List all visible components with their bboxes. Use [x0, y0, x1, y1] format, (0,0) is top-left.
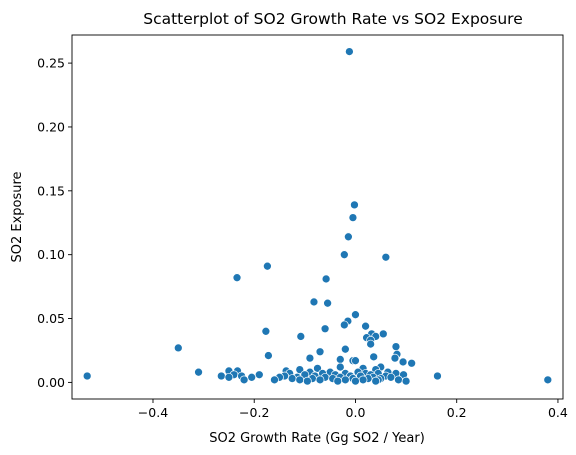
data-point	[323, 298, 332, 308]
data-point	[264, 351, 273, 360]
data-point	[194, 367, 203, 377]
data-point	[224, 372, 234, 382]
chart-title: Scatterplot of SO2 Growth Rate vs SO2 Ex…	[143, 10, 523, 28]
data-point	[296, 332, 306, 341]
data-point	[386, 372, 396, 382]
points-layer	[82, 47, 553, 386]
data-point	[313, 364, 322, 373]
data-point	[315, 347, 325, 357]
data-point	[239, 375, 249, 385]
x-axis-ticks: −0.4 −0.2 0.0 0.2 0.4	[138, 399, 568, 420]
data-point	[232, 273, 242, 283]
data-point	[216, 371, 226, 381]
data-point	[407, 358, 416, 368]
y-tick-label: 0.10	[37, 247, 65, 262]
data-point	[390, 353, 400, 363]
y-tick-label: 0.05	[37, 311, 65, 326]
data-point	[315, 375, 325, 385]
y-tick-label: 0.00	[37, 375, 65, 390]
data-point	[350, 200, 359, 210]
x-tick-label: −0.4	[138, 405, 168, 420]
data-point	[173, 343, 183, 353]
data-point	[305, 353, 315, 363]
data-point	[303, 376, 312, 386]
data-point	[309, 297, 319, 307]
data-point	[287, 374, 297, 383]
x-tick-label: −0.2	[239, 405, 269, 420]
data-point	[433, 371, 442, 381]
data-point	[320, 324, 330, 334]
data-point	[335, 362, 345, 372]
data-point	[391, 342, 401, 351]
data-point	[339, 320, 349, 330]
data-point	[340, 375, 350, 385]
y-tick-label: 0.20	[37, 119, 65, 134]
y-tick-label: 0.25	[37, 56, 65, 71]
data-point	[366, 339, 375, 349]
x-axis-label: SO2 Growth Rate (Gg SO2 / Year)	[209, 431, 425, 446]
data-point	[82, 371, 92, 381]
data-point	[369, 352, 379, 362]
y-axis-label: SO2 Exposure	[10, 171, 25, 262]
data-point	[335, 355, 345, 364]
y-axis-ticks: 0.00 0.05 0.10 0.15 0.20 0.25	[37, 56, 72, 390]
data-point	[378, 329, 388, 339]
data-point	[333, 376, 343, 386]
x-tick-label: 0.2	[447, 405, 467, 420]
x-tick-label: 0.0	[346, 405, 366, 420]
data-point	[270, 375, 279, 385]
data-point	[398, 357, 408, 367]
data-point	[348, 213, 358, 222]
data-point	[394, 375, 403, 385]
data-point	[351, 310, 360, 320]
data-point	[263, 261, 272, 271]
data-point	[321, 274, 331, 284]
data-point	[254, 370, 264, 380]
data-point	[295, 375, 305, 385]
data-point	[340, 344, 350, 354]
x-tick-label: 0.4	[548, 405, 568, 420]
data-point	[351, 376, 360, 386]
data-point	[358, 375, 368, 385]
data-point	[261, 326, 271, 336]
data-point	[339, 250, 349, 260]
y-tick-label: 0.15	[37, 183, 65, 198]
data-point	[543, 375, 553, 385]
data-point	[345, 47, 354, 56]
data-point	[401, 376, 411, 386]
data-point	[247, 372, 257, 382]
plot-frame	[71, 34, 564, 400]
data-point	[371, 376, 381, 386]
data-point	[295, 365, 305, 374]
data-point	[351, 356, 360, 366]
data-point	[381, 252, 391, 262]
data-point	[361, 321, 370, 331]
data-point	[344, 232, 353, 242]
